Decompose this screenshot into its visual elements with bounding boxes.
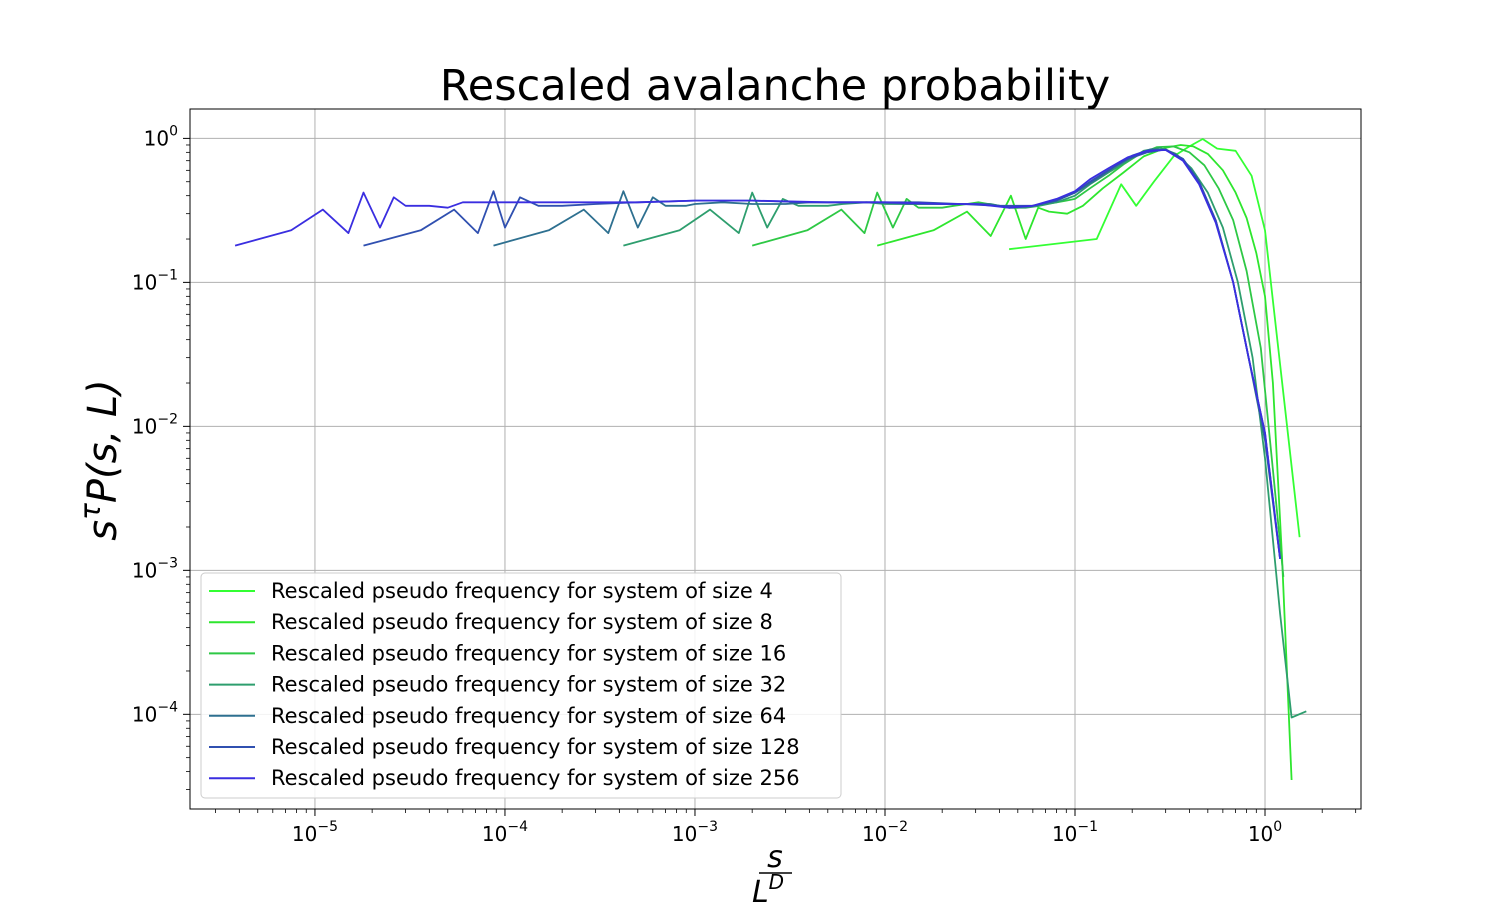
legend-label: Rescaled pseudo frequency for system of … <box>271 735 800 759</box>
x-tick-exp: −4 <box>507 819 528 835</box>
y-tick-base: 10 <box>132 558 157 582</box>
legend-label: Rescaled pseudo frequency for system of … <box>271 610 773 634</box>
y-tick-exp: −4 <box>157 699 178 715</box>
series-line-7 <box>234 149 1281 560</box>
legend-label: Rescaled pseudo frequency for system of … <box>271 579 773 603</box>
chart-title: Rescaled avalanche probability <box>440 61 1110 111</box>
y-tick-exp: −3 <box>157 555 178 571</box>
y-tick-base: 10 <box>132 414 157 438</box>
x-tick-base: 10 <box>1248 822 1273 846</box>
x-tick-base: 10 <box>1052 822 1077 846</box>
x-tick-label: 100 <box>1248 819 1282 846</box>
y-tick-label: 10−3 <box>132 555 178 582</box>
y-label-base: s <box>80 520 126 541</box>
legend-label: Rescaled pseudo frequency for system of … <box>271 641 786 665</box>
series-lines <box>234 138 1307 781</box>
y-tick-base: 10 <box>144 126 169 150</box>
y-tick-label: 10−1 <box>132 267 178 294</box>
x-tick-label: 10−5 <box>292 819 338 846</box>
x-label-denominator-base: L <box>752 875 769 909</box>
axis-ticks: 10−5 10−4 10−3 10−2 10−1 10010010−110−210−310… <box>132 123 1357 846</box>
x-label-denominator: LD <box>752 870 784 909</box>
x-tick-exp: −2 <box>887 819 908 835</box>
y-tick-exp: 0 <box>169 123 178 139</box>
x-tick-label: 10−2 <box>862 819 908 846</box>
y-tick-label: 10−4 <box>132 699 178 726</box>
plot-frame <box>189 108 1362 810</box>
x-tick-label: 10−4 <box>482 819 528 846</box>
x-tick-base: 10 <box>862 822 887 846</box>
x-label-numerator: s <box>767 840 783 875</box>
y-axis-label: sτP(s, L) <box>74 379 126 541</box>
y-tick-exp: −1 <box>157 267 178 283</box>
x-tick-exp: −1 <box>1077 819 1098 835</box>
x-tick-exp: −5 <box>317 819 338 835</box>
x-tick-label: 10−3 <box>672 819 718 846</box>
x-axis-label: s LD <box>752 840 792 909</box>
x-tick-exp: −3 <box>697 819 718 835</box>
x-tick-label: 10−1 <box>1052 819 1098 846</box>
x-tick-base: 10 <box>672 822 697 846</box>
legend-box <box>200 572 842 799</box>
x-tick-base: 10 <box>482 822 507 846</box>
y-tick-base: 10 <box>132 270 157 294</box>
series-line-1 <box>1008 138 1301 538</box>
y-tick-exp: −2 <box>157 411 178 427</box>
series-line-2 <box>876 144 1293 781</box>
x-tick-base: 10 <box>292 822 317 846</box>
legend-label: Rescaled pseudo frequency for system of … <box>271 673 786 697</box>
legend: Rescaled pseudo frequency for system of … <box>200 572 842 799</box>
y-tick-base: 10 <box>132 702 157 726</box>
legend-items: Rescaled pseudo frequency for system of … <box>209 579 800 790</box>
legend-label: Rescaled pseudo frequency for system of … <box>271 704 786 728</box>
y-label-sup: τ <box>74 503 107 520</box>
x-label-denominator-exp: D <box>769 870 784 894</box>
legend-label: Rescaled pseudo frequency for system of … <box>271 766 800 790</box>
x-tick-exp: 0 <box>1273 819 1282 835</box>
y-label-rest: P(s, L) <box>80 379 126 503</box>
y-tick-label: 100 <box>144 123 178 150</box>
y-tick-label: 10−2 <box>132 411 178 438</box>
